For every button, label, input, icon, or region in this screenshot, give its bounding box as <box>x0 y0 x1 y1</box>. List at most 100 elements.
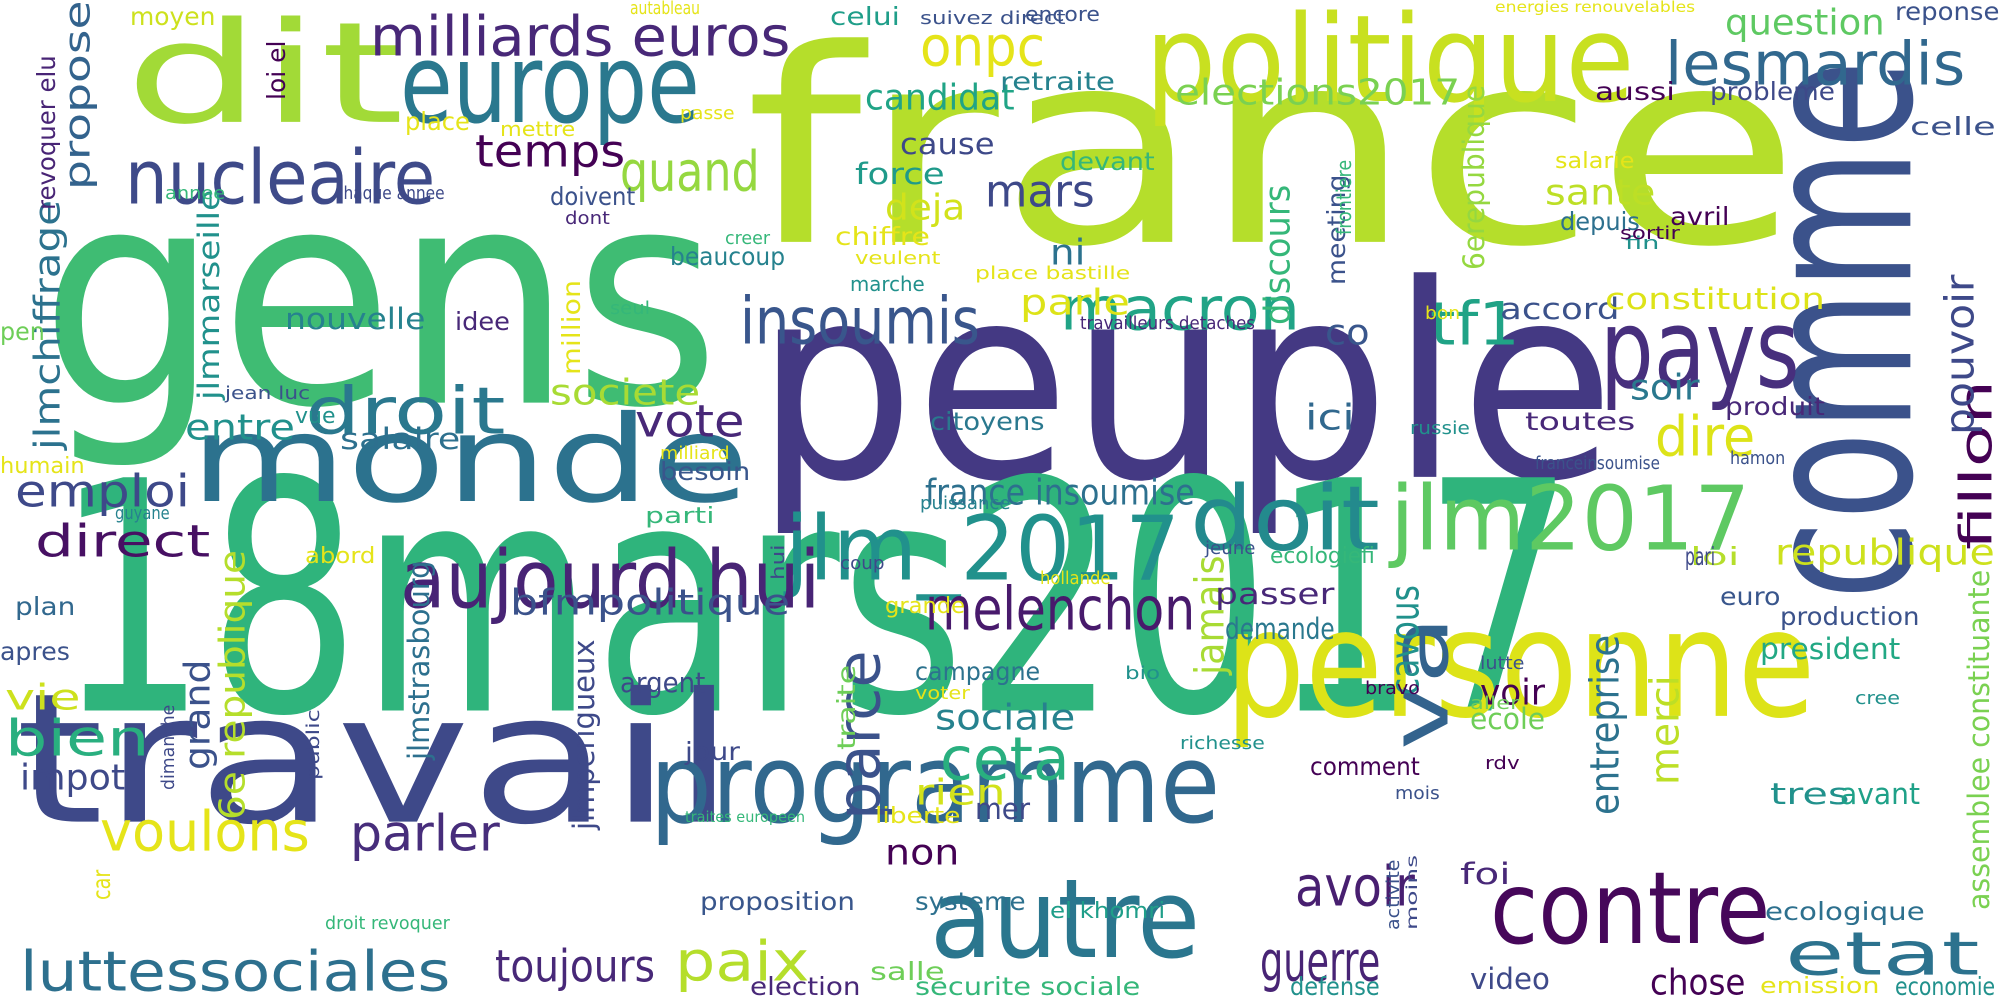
word-cause: cause <box>900 126 995 162</box>
word-produit: produit <box>1725 391 1825 422</box>
word-activite: activite <box>1382 859 1405 930</box>
word-veulent: veulent <box>855 247 941 270</box>
word-jeune: jeune <box>1205 537 1256 560</box>
word-frontiere: frontiere <box>1332 159 1357 235</box>
word-celui: celui <box>830 1 900 32</box>
word-aujourd-hui: aujourd hui <box>400 532 821 627</box>
word-nouvelle: nouvelle <box>285 301 426 337</box>
word-guyane: guyane <box>115 502 170 525</box>
word-aller: aller <box>1470 692 1520 715</box>
word-droit-revoquer: droit revoquer <box>325 912 450 935</box>
word-beaucoup: beaucoup <box>670 241 786 272</box>
word-aussi: aussi <box>1595 76 1675 107</box>
word-encore: encore <box>1025 2 1100 27</box>
word-droit: droit <box>305 373 506 450</box>
word-luttessociales: luttessociales <box>20 940 451 1000</box>
word-hamon: hamon <box>1730 447 1786 470</box>
word-vie: vie <box>5 676 81 719</box>
word-ceta: ceta <box>940 724 1070 795</box>
word-vote: vote <box>635 395 745 449</box>
word-quand: quand <box>620 140 760 205</box>
word-cree: cree <box>1855 687 1901 710</box>
word-jlm2017: jlm2017 <box>1390 467 1751 572</box>
word-travailleurs-detaches: travailleurs detaches <box>1080 312 1255 335</box>
word-jlmstrasbourg: jlmstrasbourg <box>401 560 437 760</box>
word-merci: merci <box>1641 675 1689 785</box>
word-melenchon: melenchon <box>925 574 1196 645</box>
word-discours: discours <box>1256 184 1299 325</box>
word-6e-republique: 6e republique <box>211 550 254 820</box>
word-temps: temps <box>475 125 626 179</box>
word-depuis: depuis <box>1560 206 1640 237</box>
word-republique: republique <box>1775 531 1995 574</box>
word-mettre: mettre <box>500 117 576 142</box>
word-ni: ni <box>1050 231 1086 274</box>
word-pays: pays <box>1600 285 1800 414</box>
word-candidat: candidat <box>865 76 1015 119</box>
word-soir: soir <box>1630 366 1700 409</box>
word-dimanche: dimanche <box>157 704 180 790</box>
word-russie: russie <box>1410 417 1470 440</box>
word-chaque-annee: chaque annee <box>335 182 445 205</box>
word-contre: contre <box>1490 851 1771 968</box>
word-ecologique: ecologique <box>1765 896 1925 927</box>
word-securite-sociale: securite sociale <box>915 971 1141 1000</box>
word-proposition: proposition <box>700 886 855 917</box>
word-etat: etat <box>1785 919 1980 990</box>
word-pen: pen <box>0 316 45 347</box>
word-apres: apres <box>0 636 70 667</box>
word-salarie: salarie <box>1555 147 1635 174</box>
word-personne: personne <box>1225 577 1816 752</box>
word-video: video <box>1470 961 1550 997</box>
word-parle: parle <box>1020 281 1130 324</box>
word-defense: defense <box>1290 971 1380 1000</box>
word-coup: coup <box>840 552 885 575</box>
word-franceinsoumise: franceinsoumise <box>1535 452 1660 475</box>
word-propose: propose <box>56 0 99 191</box>
word-sociale: sociale <box>935 696 1076 739</box>
word-jour: jour <box>685 736 740 767</box>
word-guerre: guerre <box>1260 930 1381 995</box>
word-milliard: milliard <box>660 442 730 465</box>
word-sante: sante <box>1545 171 1656 214</box>
word-production: production <box>1780 601 1920 632</box>
word-peuple: peuple <box>755 227 1616 542</box>
word-probleme: probleme <box>1710 76 1835 107</box>
word-gens: gens <box>40 124 721 475</box>
word-passe: passe <box>680 102 735 125</box>
word-politique: politique <box>1145 0 1635 130</box>
word-lutte: lutte <box>1480 652 1525 675</box>
word-mars: mars <box>985 165 1095 219</box>
word-onpc: onpc <box>920 15 1045 80</box>
word-ici: ici <box>1305 396 1355 439</box>
word-salaire: salaire <box>340 421 461 457</box>
word-argent: argent <box>620 666 706 700</box>
word-puissance: puissance <box>920 492 1011 515</box>
word-europe: europe <box>400 20 700 149</box>
word-rien: rien <box>915 771 1006 814</box>
word-avoir: avoir <box>1295 855 1415 920</box>
word-election: election <box>750 971 861 1000</box>
word-annee: annee <box>165 182 226 205</box>
word-creer: creer <box>725 227 771 250</box>
word-elections2017: elections2017 <box>1175 71 1461 114</box>
word-bravo: bravo <box>1365 677 1420 700</box>
word-grand: grand <box>176 659 219 770</box>
word-jlm-2017: jlm_2017 <box>785 497 1181 602</box>
word-avant: avant <box>1840 776 1921 812</box>
word-impot: impot <box>20 756 126 799</box>
word-jlmperigueux: jlmperigueux <box>566 639 602 830</box>
word-jamais: jamais <box>1186 555 1234 675</box>
word-voter: voter <box>915 682 970 705</box>
word-dont: dont <box>565 207 610 230</box>
word-abord: abord <box>305 542 376 569</box>
word-monde: monde <box>190 389 750 530</box>
word-traites-europeen: traites europeen <box>685 808 806 827</box>
word-devant: devant <box>1060 146 1155 177</box>
word-public: public <box>302 709 325 780</box>
word-non: non <box>885 831 960 874</box>
word-place-bastille: place bastille <box>975 262 1131 285</box>
word-citoyens: citoyens <box>930 406 1045 437</box>
word-grande: grande <box>885 592 966 619</box>
word-bien: bien <box>5 710 150 769</box>
